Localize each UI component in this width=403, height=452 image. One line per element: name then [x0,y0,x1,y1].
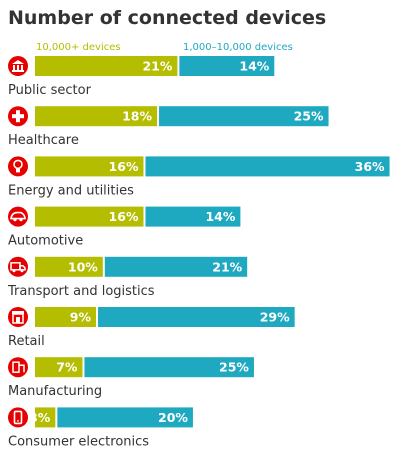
bar-segment-10000-plus [35,56,178,76]
data-label: 21% [212,259,242,274]
bar-segment-1000-10000 [145,206,241,227]
legend-entry-10000-plus: 10,000+ devices [36,42,121,53]
bar-segment-10000-plus [35,307,97,327]
data-label: 18% [122,109,152,124]
chart-row: 10% 21% Transport and logistics [7,256,248,299]
chart-row: 18% 25% Healthcare [8,106,329,148]
mobile-phone-icon [8,407,28,428]
data-label: 25% [294,109,324,124]
industrial-machine-icon [8,357,28,378]
data-label: 16% [109,159,139,174]
data-label: 29% [260,310,290,325]
bar-segment-1000-10000 [159,106,329,127]
chart-rows: 21% 14% Public sector 18% 25% Healthcare 16% 36… [7,56,390,449]
bar-segment-1000-10000 [145,156,390,177]
category-label: Manufacturing [8,384,102,399]
chart-row: 21% 14% Public sector [8,56,275,98]
bar-segment-10000-plus [35,106,158,127]
data-label: 21% [142,59,172,74]
bar-segment-1000-10000 [104,256,248,277]
category-label: Automotive [8,234,83,249]
data-label: 16% [109,209,139,224]
government-building-icon [8,56,28,76]
bar-segment-1000-10000 [84,357,254,378]
bar-segment-1000-10000 [98,307,295,327]
chart-row: 9% 29% Retail [8,307,295,349]
legend-entry-1000-10000: 1,000–10,000 devices [183,42,293,53]
bar-segment-10000-plus [35,407,56,428]
bar-segment-10000-plus [35,256,103,277]
category-label: Energy and utilities [8,183,134,198]
category-label: Public sector [8,83,92,98]
truck-icon [8,256,28,277]
category-label: Healthcare [8,133,79,148]
lightbulb-icon [8,156,28,177]
chart-row: 16% 14% Automotive [8,206,241,249]
category-label: Retail [8,334,45,349]
data-label: 36% [355,159,385,174]
chart-row: 3% 20% Consumer electronics [8,407,193,449]
data-label: 9% [70,310,92,325]
data-label: 14% [239,59,269,74]
chart-row: 7% 25% Manufacturing [8,357,254,399]
category-label: Transport and logistics [7,284,155,299]
bar-segment-10000-plus [35,357,83,378]
medical-cross-icon [8,106,28,127]
category-label: Consumer electronics [8,434,149,449]
data-label: 14% [205,209,235,224]
data-label: 3% [29,410,51,425]
chart-row: 16% 36% Energy and utilities [8,156,390,198]
bar-segment-10000-plus [35,206,144,227]
shop-icon [8,307,28,327]
bar-segment-10000-plus [35,156,144,177]
chart-title: Number of connected devices [8,7,326,29]
data-label: 20% [158,410,188,425]
bar-segment-1000-10000 [179,56,275,76]
car-icon [8,206,28,227]
data-label: 10% [68,259,98,274]
bar-segment-1000-10000 [57,407,193,428]
data-label: 25% [219,360,249,375]
legend: 10,000+ devices 1,000–10,000 devices [36,42,293,53]
data-label: 7% [56,360,78,375]
